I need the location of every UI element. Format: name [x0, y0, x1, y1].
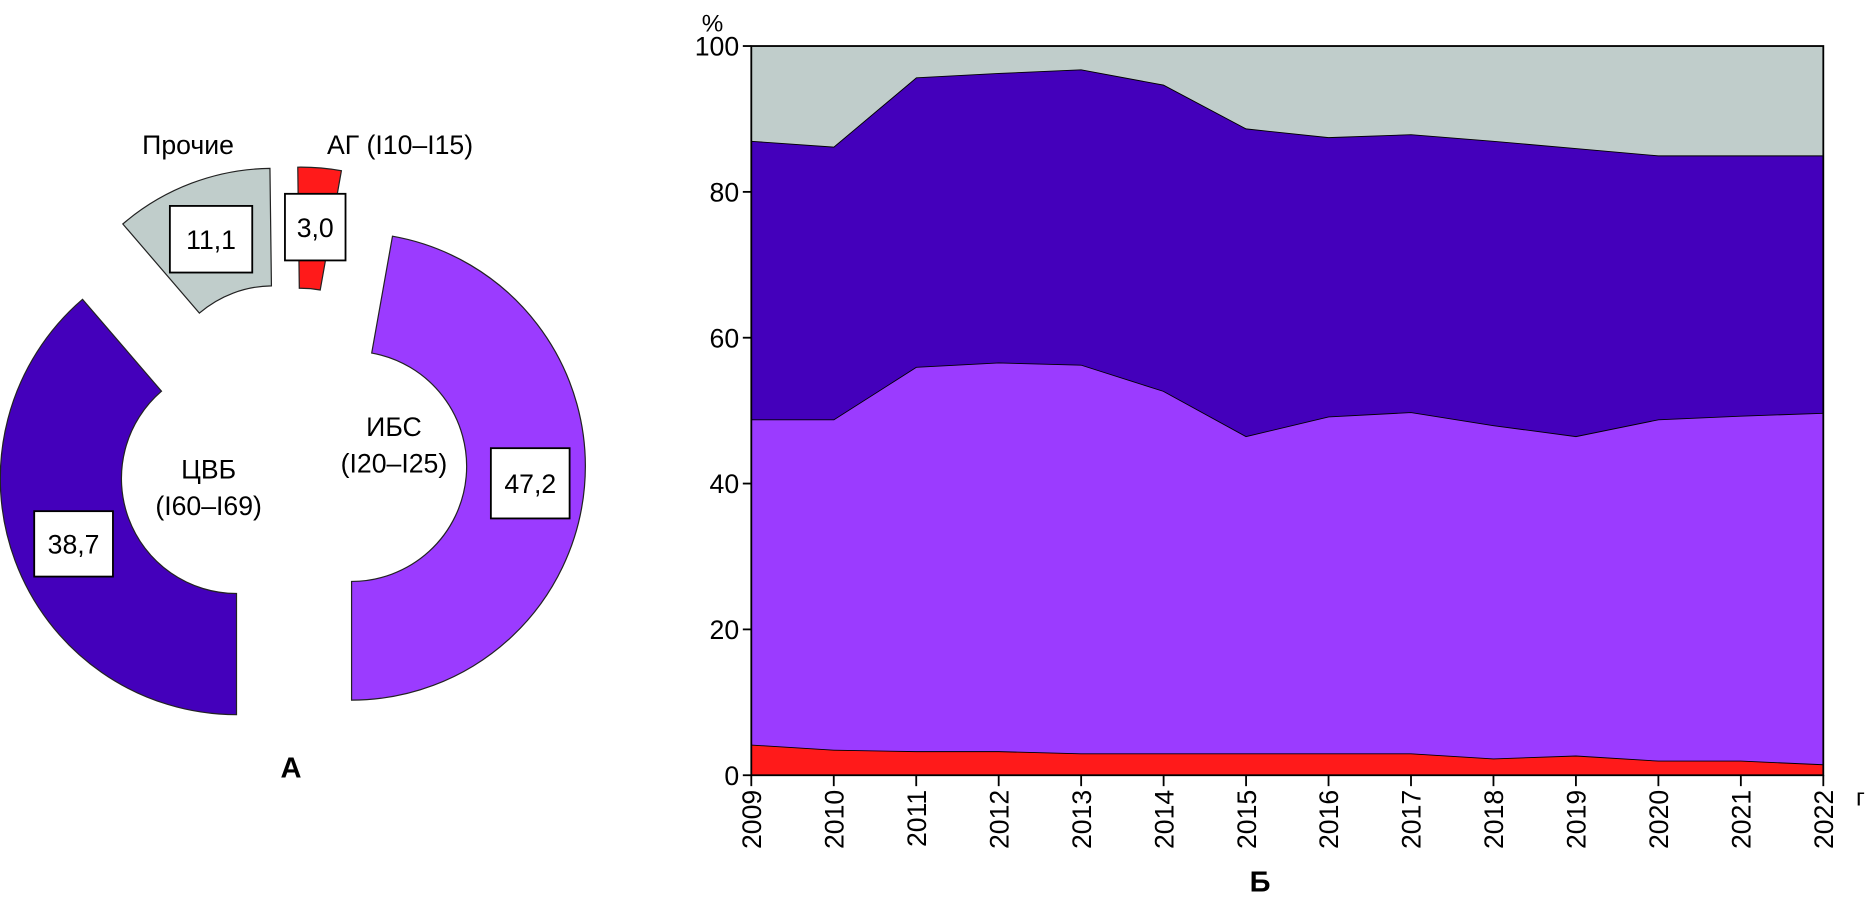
y-axis-label: % [702, 10, 724, 37]
area-series-3 [751, 46, 1824, 156]
x-axis-label: гг. [1856, 785, 1866, 812]
donut-slice [0, 298, 238, 716]
donut-chart: 38,7 ЦВБ (I60–I69) 11,1 Прочие 3,0 АГ (I10–I15… [0, 130, 586, 716]
slice-sublabel: (I60–I69) [155, 491, 262, 521]
value-box [489, 447, 571, 520]
y-tick-label: 60 [710, 323, 740, 353]
x-tick-label: 2016 [1314, 790, 1344, 849]
x-tick-label: 2015 [1232, 790, 1262, 849]
value-box [168, 205, 254, 274]
x-tick-label: 2017 [1397, 790, 1427, 849]
x-tick-label: 2014 [1149, 790, 1179, 849]
x-tick-label: 2022 [1809, 790, 1839, 849]
y-tick-label: 0 [724, 761, 739, 791]
area-series-1 [751, 362, 1824, 765]
x-tick-label: 2011 [902, 790, 932, 847]
x-tick-label: 2013 [1067, 790, 1097, 849]
x-tick-label: 2009 [737, 790, 767, 849]
slice-value-label: 38,7 [48, 530, 100, 560]
y-tick-label: 100 [695, 32, 739, 62]
area-boundary-1 [751, 361, 1824, 438]
x-tick-label: 2010 [819, 790, 849, 849]
x-tick-label: 2020 [1644, 790, 1674, 849]
donut-slice [350, 235, 586, 701]
plot-frame [750, 45, 1825, 777]
value-box [284, 192, 347, 262]
y-tick-label: 80 [710, 178, 740, 208]
y-tick-label: 20 [710, 615, 740, 645]
x-tick-label: 2018 [1479, 790, 1509, 849]
panel-label-b: Б [1250, 867, 1271, 899]
x-tick-label: 2012 [984, 790, 1014, 849]
panel-label-a: А [281, 753, 302, 785]
x-tick-label: 2021 [1727, 790, 1757, 849]
slice-value-label: 11,1 [186, 225, 236, 255]
value-box [33, 510, 114, 578]
slice-value-label: 3,0 [297, 213, 334, 243]
slice-label: ИБС [366, 412, 422, 442]
slice-value-label: 47,2 [504, 469, 556, 499]
area-chart: 0 20 40 60 80 100 2009 2010 2011 2012 2013 2014 2015… [695, 32, 1839, 849]
x-tick-label: 2019 [1562, 790, 1592, 849]
slice-label: АГ (I10–I15) [327, 130, 473, 160]
area-series-2 [751, 69, 1824, 437]
slice-label: Прочие [142, 130, 234, 160]
slice-sublabel: (I20–I25) [341, 448, 448, 478]
slice-label: ЦВБ [181, 454, 236, 484]
y-tick-label: 40 [710, 469, 740, 499]
